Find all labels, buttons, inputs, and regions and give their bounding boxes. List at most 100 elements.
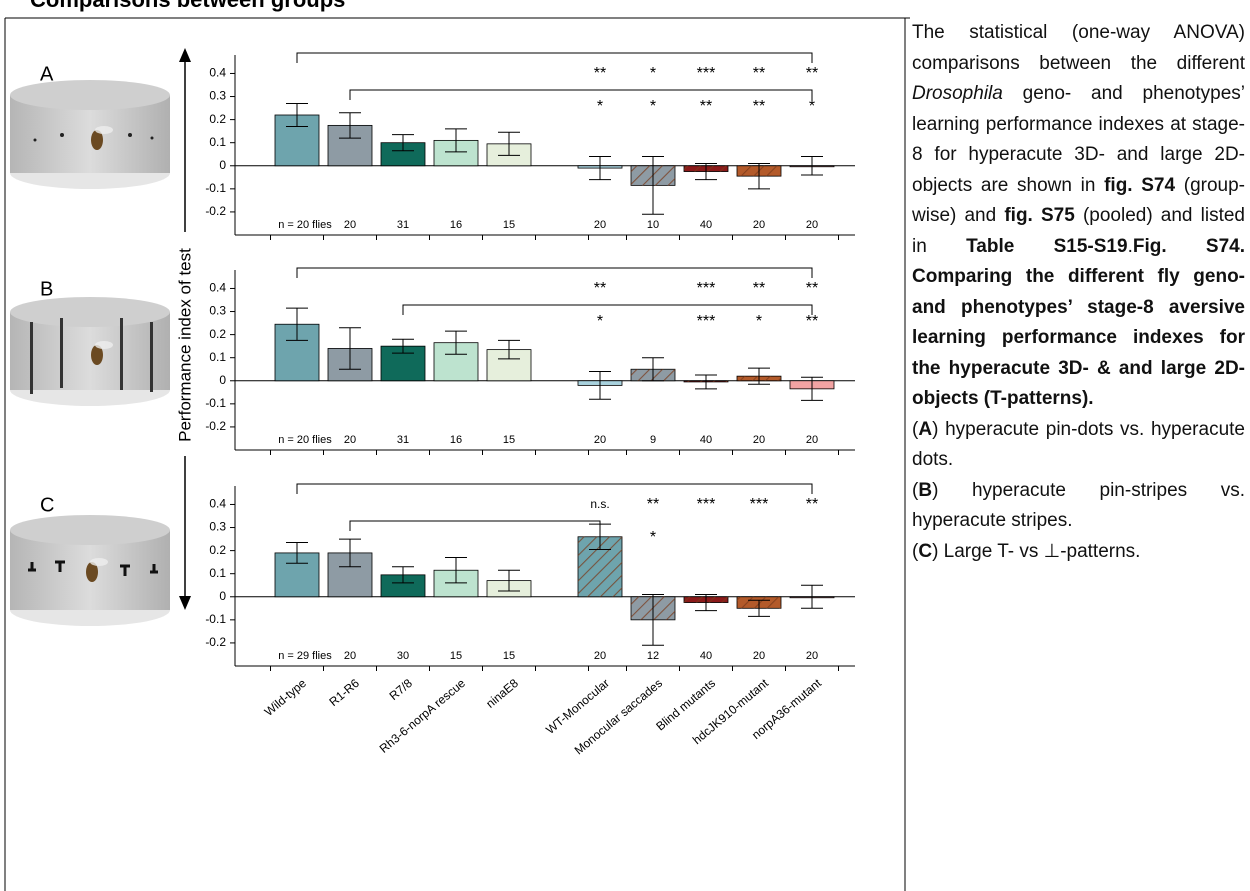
y-tick-label: 0.2 xyxy=(209,327,226,341)
arrow-head xyxy=(179,596,191,610)
sig-label: ** xyxy=(806,496,818,513)
y-tick-label: 0.1 xyxy=(209,135,226,149)
n-label: n = 20 flies xyxy=(278,219,332,231)
sig-label: ** xyxy=(594,65,606,82)
text-run: (group-wise) and xyxy=(912,174,1246,227)
y-tick-label: -0.1 xyxy=(205,612,226,626)
sig-label: ** xyxy=(806,65,818,82)
sig-label: ** xyxy=(806,280,818,297)
x-tick-label: R7/8 xyxy=(387,676,416,703)
sig-label: * xyxy=(650,529,656,546)
sig-label: * xyxy=(597,313,603,330)
error-bar xyxy=(748,162,770,190)
sig-label: *** xyxy=(697,65,716,82)
heading: Comparisons between groups xyxy=(30,0,345,13)
sig-label: *** xyxy=(697,496,716,513)
y-tick-label: 0.3 xyxy=(209,304,226,318)
error-bar xyxy=(801,156,823,176)
y-tick-label: 0.4 xyxy=(209,497,226,511)
n-label: 20 xyxy=(753,650,765,662)
n-label: 40 xyxy=(700,219,712,231)
error-bar xyxy=(642,357,664,382)
error-bar xyxy=(748,367,770,385)
error-bar xyxy=(801,376,823,401)
x-tick-label: ninaE8 xyxy=(483,676,521,711)
text-run: geno- and phenotypes’ learning performan… xyxy=(912,83,1245,196)
sig-label: *** xyxy=(750,496,769,513)
n-label: 10 xyxy=(647,219,659,231)
caption-text: The statistical (one-way ANOVA) comparis… xyxy=(912,18,1245,567)
error-bar xyxy=(695,162,717,181)
y-tick-label: 0 xyxy=(219,158,226,172)
y-tick-label: -0.1 xyxy=(205,181,226,195)
text-run: . xyxy=(1127,235,1133,257)
error-bar xyxy=(589,523,611,550)
sig-label: * xyxy=(597,98,603,115)
sig-label: ** xyxy=(753,65,765,82)
n-label: 20 xyxy=(344,219,356,231)
n-label: 30 xyxy=(397,650,409,662)
arena-illustration xyxy=(10,297,170,406)
sig-label: * xyxy=(650,98,656,115)
n-label: 15 xyxy=(503,650,515,662)
x-tick-label: Wild-type xyxy=(262,676,310,719)
arena-illustration xyxy=(10,515,170,626)
error-bar xyxy=(642,593,664,646)
text-run: The statistical (one-way ANOVA) comparis… xyxy=(912,22,1245,74)
n-label: 15 xyxy=(503,434,515,446)
panel-label: C xyxy=(40,494,54,516)
n-label: 15 xyxy=(450,650,462,662)
sig-label: ** xyxy=(753,98,765,115)
text-run: ) hyperacute pin-dots vs. hyperacute dot… xyxy=(912,418,1245,471)
sig-label: *** xyxy=(697,280,716,297)
sig-bracket xyxy=(296,483,813,494)
n-label: n = 29 flies xyxy=(278,650,332,662)
y-tick-label: 0.1 xyxy=(209,350,226,364)
y-tick-label: 0.4 xyxy=(209,281,226,295)
list-item: (A) hyperacute pin-dots vs. hyperacute d… xyxy=(912,415,1245,476)
y-tick-label: -0.1 xyxy=(205,396,226,410)
x-tick-label: R1-R6 xyxy=(326,676,362,709)
y-tick-label: 0 xyxy=(219,373,226,387)
n-label: 15 xyxy=(503,219,515,231)
error-bar xyxy=(286,307,308,341)
error-bar xyxy=(695,374,717,390)
error-bar xyxy=(392,566,414,584)
text-run: B xyxy=(918,479,933,501)
y-tick-label: -0.2 xyxy=(205,419,226,433)
sig-label: ** xyxy=(647,496,659,513)
n-label: 16 xyxy=(450,434,462,446)
error-bar xyxy=(642,156,664,215)
n-label: n = 20 flies xyxy=(278,434,332,446)
error-bar xyxy=(498,569,520,592)
error-bar xyxy=(498,131,520,156)
y-tick-label: -0.2 xyxy=(205,204,226,218)
text-run: ( xyxy=(912,540,919,562)
n-label: 20 xyxy=(806,219,818,231)
sig-bracket xyxy=(296,267,813,278)
y-tick-label: 0.3 xyxy=(209,520,226,534)
text-run: ( xyxy=(912,479,919,501)
error-bar xyxy=(392,134,414,152)
figure: A -0.2 -0.1 0 0.1 0.2 0.3 0.4 n = 20 flies 20 31 16… xyxy=(4,17,910,891)
sig-bracket xyxy=(402,304,813,315)
n-label: 20 xyxy=(344,650,356,662)
sig-label: * xyxy=(809,98,815,115)
text-run: Drosophila xyxy=(912,83,1003,104)
error-bar xyxy=(445,557,467,584)
sig-label: *** xyxy=(697,313,716,330)
error-bar xyxy=(445,330,467,355)
n-label: 16 xyxy=(450,219,462,231)
panel-label: B xyxy=(40,278,53,300)
text-run: fig. S74 xyxy=(1104,174,1176,196)
y-tick-label: 0.3 xyxy=(209,89,226,103)
sig-label: ** xyxy=(700,98,712,115)
arena-illustration xyxy=(10,80,170,189)
n-label: 40 xyxy=(700,650,712,662)
error-bar xyxy=(286,102,308,128)
n-label: 20 xyxy=(594,434,606,446)
error-bar xyxy=(801,584,823,609)
n-label: 9 xyxy=(650,434,656,446)
n-label: 12 xyxy=(647,650,659,662)
